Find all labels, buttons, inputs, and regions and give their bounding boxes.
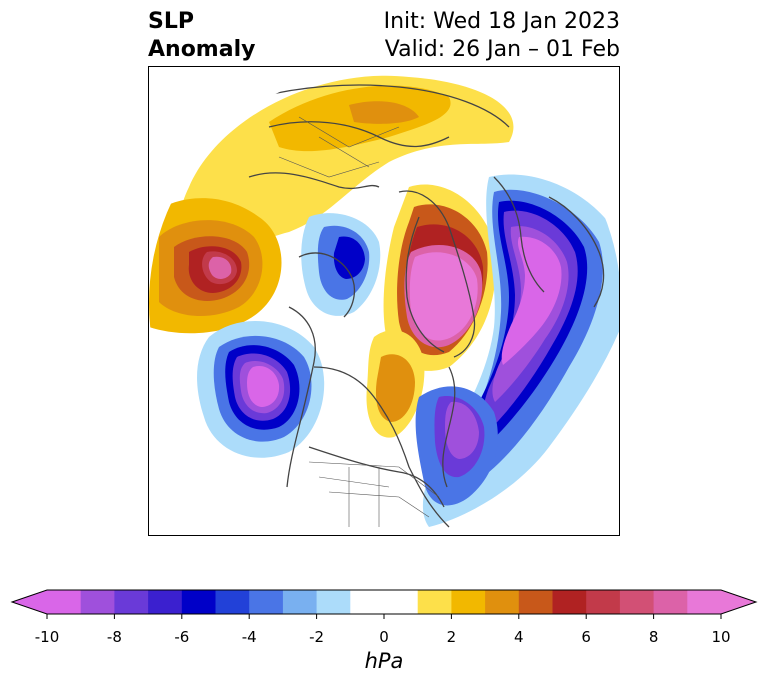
- colorbar-segment: [619, 590, 655, 614]
- colorbar-units-label: hPa: [364, 649, 404, 673]
- colorbar-segment: [518, 590, 553, 614]
- colorbar-tick-label: 2: [446, 628, 457, 646]
- colorbar-segment: [215, 590, 250, 614]
- colorbar-tick-label: 0: [379, 628, 389, 646]
- positive-anomaly-region: [409, 252, 478, 341]
- negative-anomaly-region: [333, 236, 365, 279]
- coastlines: [248, 84, 605, 528]
- colorbar-segment: [282, 590, 318, 614]
- negative-anomaly-region: [247, 365, 280, 407]
- slp-anomaly-map: [149, 67, 619, 535]
- colorbar-segment: [181, 590, 216, 614]
- colorbar-extend-max-arrow: [721, 590, 756, 614]
- colorbar-tick-label: -4: [241, 628, 257, 646]
- colorbar-segment: [552, 590, 587, 614]
- colorbar-tick-label: 6: [581, 628, 591, 646]
- colorbar-segment: [114, 590, 149, 614]
- colorbar-segment: [148, 590, 183, 614]
- colorbar-segment: [47, 590, 82, 614]
- colorbar-extend-min-arrow: [12, 590, 47, 614]
- colorbar-segment: [485, 590, 520, 614]
- colorbar-tick-label: -2: [309, 628, 325, 646]
- title-init-date: Init: Wed 18 Jan 2023: [383, 9, 620, 34]
- colorbar-segment: [249, 590, 284, 614]
- title-anomaly: Anomaly: [148, 37, 256, 62]
- colorbar: [10, 589, 758, 619]
- colorbar-segment: [384, 590, 419, 614]
- colorbar-tick-label: -8: [106, 628, 122, 646]
- negative-anomaly-region: [445, 401, 479, 459]
- borders: [278, 116, 440, 527]
- colorbar-segment: [80, 590, 115, 614]
- colorbar-tick-label: 10: [711, 628, 731, 646]
- title-valid-range: Valid: 26 Jan – 01 Feb: [384, 37, 620, 62]
- colorbar-segment: [451, 590, 486, 614]
- colorbar-tick-label: 4: [514, 628, 524, 646]
- map-panel: [148, 66, 620, 536]
- positive-anomaly-region: [375, 354, 415, 422]
- colorbar-segment: [316, 590, 351, 614]
- colorbar-segment: [653, 590, 688, 614]
- positive-anomaly-region: [349, 101, 419, 124]
- colorbar-segment: [687, 590, 722, 614]
- title-slp: SLP: [148, 9, 194, 34]
- colorbar-segment: [350, 590, 385, 614]
- colorbar-segment: [586, 590, 621, 614]
- colorbar-tick-label: -10: [34, 628, 60, 646]
- colorbar-segment: [417, 590, 452, 614]
- colorbar-tick-label: 8: [648, 628, 659, 646]
- positive-anomaly-region: [208, 256, 232, 279]
- negative-anomaly-region: [501, 236, 562, 365]
- positive-anomaly-region: [174, 75, 514, 317]
- colorbar-tick-label: -6: [174, 628, 190, 646]
- chart-title-right: Init: Wed 18 Jan 2023 Valid: 26 Jan – 01…: [384, 8, 620, 64]
- chart-title-left: SLP Anomaly: [148, 8, 255, 64]
